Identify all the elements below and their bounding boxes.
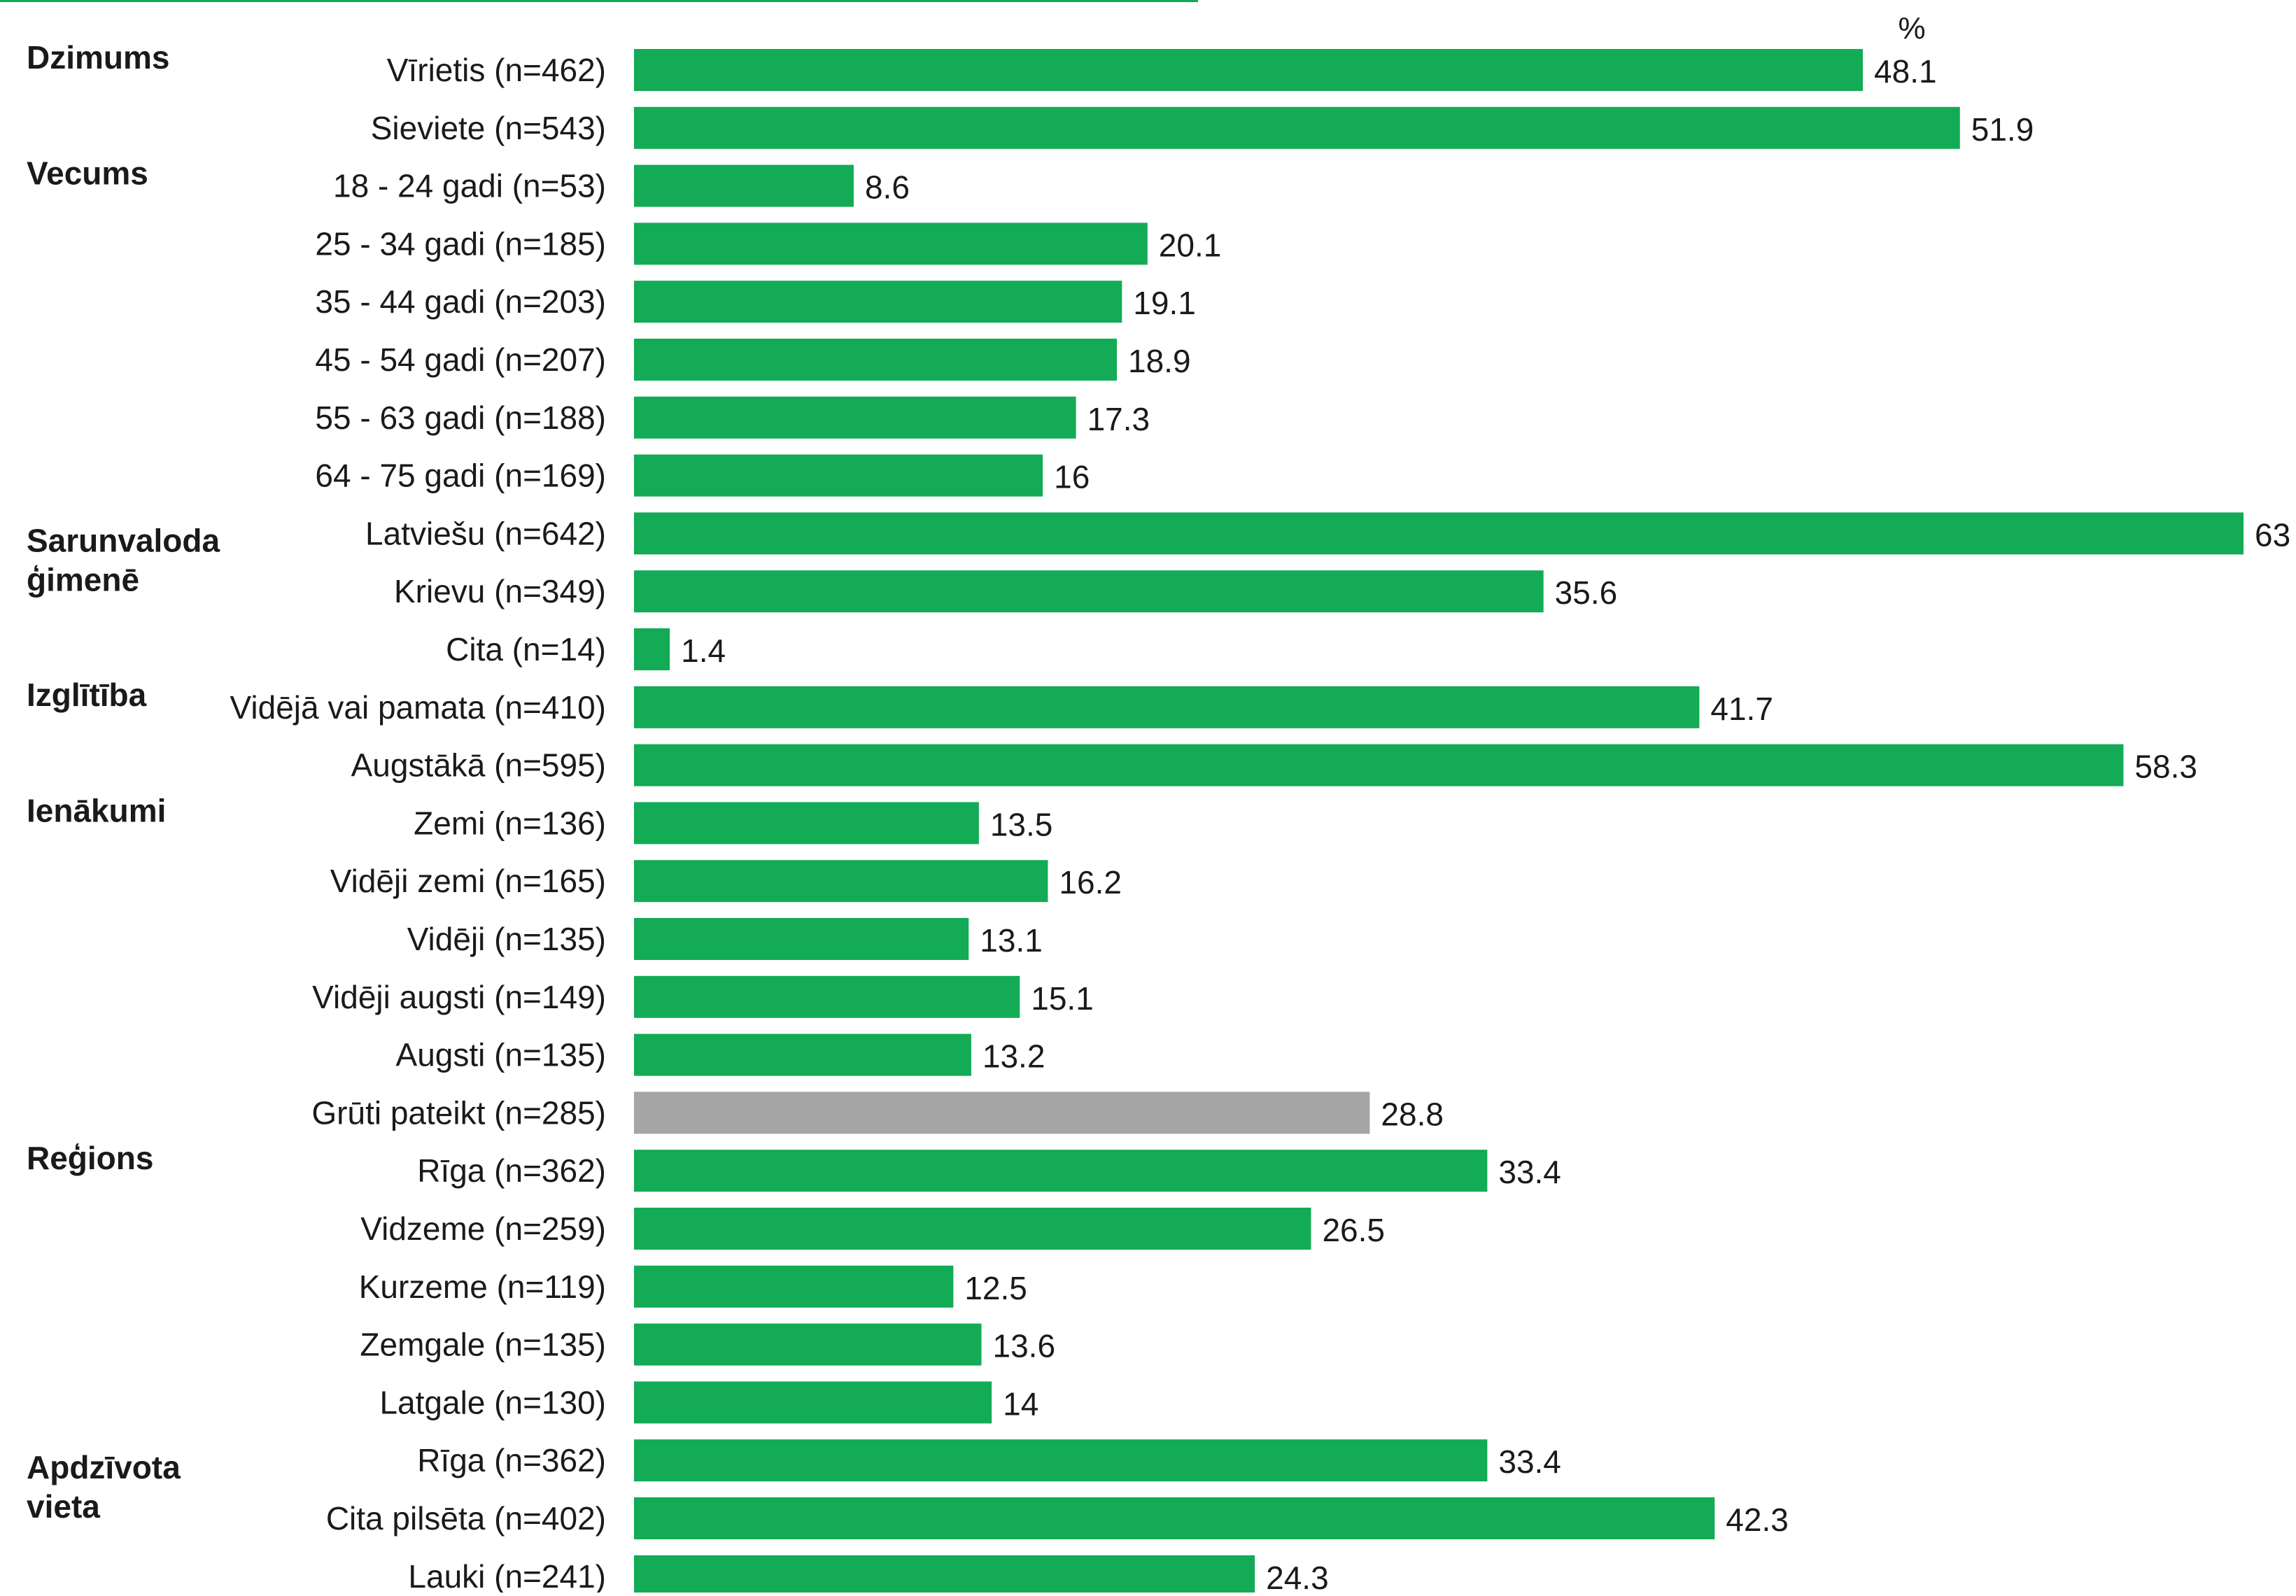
value-label: 14 [1003,1385,1038,1422]
bar [634,918,969,960]
bar [634,1323,982,1366]
bar [634,223,1148,265]
value-label: 19.1 [1133,285,1196,321]
bar [634,686,1700,728]
bar [634,49,1864,91]
bar [634,454,1043,497]
category-label: Augstākā (n=595) [351,747,606,784]
group-label: Sarunvaloda ģimenē [27,522,220,598]
bar [634,1381,992,1424]
bar [634,164,854,207]
value-label: 13.5 [990,806,1053,842]
value-label: 26.5 [1322,1212,1385,1248]
bar [634,628,670,670]
category-label: Augsti (n=135) [396,1037,606,1073]
category-label: Cita (n=14) [446,631,606,668]
value-label: 16 [1054,459,1090,495]
bar [634,1265,954,1308]
bar [634,744,2124,786]
unit-label: % [1898,11,1925,45]
bar [634,802,979,845]
category-label: Vidzeme (n=259) [360,1210,606,1247]
bar [634,570,1544,613]
category-label: Vidēji (n=135) [407,921,606,957]
value-label: 8.6 [865,169,910,206]
value-label: 17.3 [1087,401,1150,437]
bar [634,1092,1370,1134]
value-label: 24.3 [1266,1560,1329,1593]
value-label: 35.6 [1555,574,1618,611]
group-label: Reģions [27,1140,153,1176]
bar [634,1439,1488,1482]
category-label: 55 - 63 gadi (n=188) [315,400,606,436]
value-label: 51.9 [1971,111,2034,148]
bar [634,1033,971,1076]
category-label: Vidēji augsti (n=149) [312,979,606,1015]
value-label: 33.4 [1498,1154,1561,1190]
category-label: Rīga (n=362) [417,1152,606,1189]
category-label: 18 - 24 gadi (n=53) [333,168,606,204]
category-label: Cita pilsēta (n=402) [326,1500,606,1537]
category-label: 64 - 75 gadi (n=169) [315,458,606,494]
group-label: Izglītība [27,677,147,713]
category-label: Grūti pateikt (n=285) [311,1094,606,1131]
category-label: Latgale (n=130) [379,1384,606,1420]
category-label: Kurzeme (n=119) [359,1269,606,1305]
value-label: 20.1 [1159,227,1222,263]
value-label: 48.1 [1874,53,1937,90]
value-label: 1.4 [681,633,726,669]
category-label: Lauki (n=241) [408,1558,606,1593]
category-label: Rīga (n=362) [417,1442,606,1478]
category-label: 45 - 54 gadi (n=207) [315,341,606,378]
value-label: 42.3 [1726,1502,1789,1538]
group-label: Ienākumi [27,792,166,828]
category-label: Sieviete (n=543) [371,110,606,146]
bar [634,975,1020,1018]
bar [634,339,1117,381]
group-label: Vecums [27,155,148,192]
top-rule [0,0,1198,2]
value-label: 16.2 [1059,864,1122,901]
category-label: Latviešu (n=642) [365,515,606,551]
value-label: 63 [2255,516,2290,553]
bar [634,1497,1715,1539]
category-label: Vidējā vai pamata (n=410) [230,689,606,726]
bar [634,1150,1488,1192]
bar [634,396,1076,439]
value-label: 13.1 [980,922,1043,959]
value-label: 13.2 [983,1038,1045,1075]
group-label: Dzimums [27,39,169,76]
category-label: Vidēji zemi (n=165) [330,863,606,899]
category-label: Vīrietis (n=462) [387,52,606,88]
bar [634,106,1960,149]
value-label: 18.9 [1128,343,1191,379]
bar [634,1555,1255,1596]
value-label: 13.6 [993,1328,1056,1364]
category-label: Krievu (n=349) [394,573,606,609]
category-label: 35 - 44 gadi (n=203) [315,283,606,320]
group-label: Apdzīvota vieta [27,1449,181,1525]
value-label: 12.5 [964,1270,1027,1306]
value-label: 58.3 [2134,749,2197,785]
bar [634,1208,1311,1250]
bar [634,281,1122,323]
bar [634,512,2244,555]
bar [634,860,1048,903]
value-label: 15.1 [1031,980,1094,1017]
category-label: Zemi (n=136) [414,805,606,841]
value-label: 28.8 [1381,1096,1444,1132]
value-label: 41.7 [1710,691,1773,727]
value-label: 33.4 [1498,1443,1561,1480]
category-label: Zemgale (n=135) [360,1327,606,1363]
category-label: 25 - 34 gadi (n=185) [315,225,606,262]
